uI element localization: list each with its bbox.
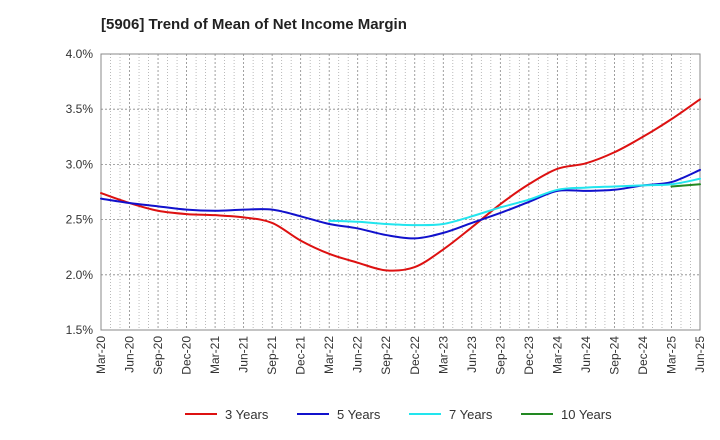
x-tick-label: Sep-21 bbox=[265, 336, 279, 375]
x-tick-label: Dec-24 bbox=[636, 336, 650, 375]
y-tick-label: 3.5% bbox=[66, 102, 94, 116]
x-tick-label: Jun-21 bbox=[237, 336, 251, 373]
x-tick-label: Mar-24 bbox=[550, 336, 564, 374]
y-tick-label: 4.0% bbox=[66, 47, 94, 61]
x-tick-label: Dec-23 bbox=[522, 336, 536, 375]
x-tick-label: Mar-23 bbox=[436, 336, 450, 374]
x-tick-label: Sep-20 bbox=[151, 336, 165, 375]
plot-area bbox=[101, 54, 700, 330]
series-line-3-years bbox=[100, 98, 701, 272]
y-tick-label: 1.5% bbox=[66, 323, 94, 337]
plot-border bbox=[100, 53, 701, 331]
x-tick-label: Jun-24 bbox=[579, 336, 593, 373]
legend-label-5-years: 5 Years bbox=[337, 407, 381, 422]
legend-label-10-years: 10 Years bbox=[561, 407, 612, 422]
legend-label-7-years: 7 Years bbox=[449, 407, 493, 422]
series-line-5-years bbox=[100, 168, 701, 240]
x-tick-label: Jun-25 bbox=[693, 336, 707, 373]
x-tick-label: Sep-22 bbox=[379, 336, 393, 375]
y-tick-label: 2.0% bbox=[66, 268, 94, 282]
x-tick-label: Mar-25 bbox=[664, 336, 678, 374]
x-tick-label: Sep-24 bbox=[607, 336, 621, 375]
series-line-10-years bbox=[670, 183, 701, 188]
x-tick-label: Dec-20 bbox=[180, 336, 194, 375]
y-tick-label: 2.5% bbox=[66, 213, 94, 227]
chart-title: [5906] Trend of Mean of Net Income Margi… bbox=[101, 16, 407, 33]
x-tick-label: Jun-23 bbox=[465, 336, 479, 373]
x-tick-label: Dec-21 bbox=[294, 336, 308, 375]
x-tick-label: Sep-23 bbox=[493, 336, 507, 375]
x-tick-label: Jun-20 bbox=[123, 336, 137, 373]
legend-label-3-years: 3 Years bbox=[225, 407, 269, 422]
series-line-7-years bbox=[328, 177, 701, 227]
x-tick-label: Jun-22 bbox=[351, 336, 365, 373]
x-tick-label: Mar-20 bbox=[94, 336, 108, 374]
y-tick-label: 3.0% bbox=[66, 157, 94, 171]
x-tick-label: Dec-22 bbox=[408, 336, 422, 375]
x-tick-label: Mar-22 bbox=[322, 336, 336, 374]
x-tick-label: Mar-21 bbox=[208, 336, 222, 374]
